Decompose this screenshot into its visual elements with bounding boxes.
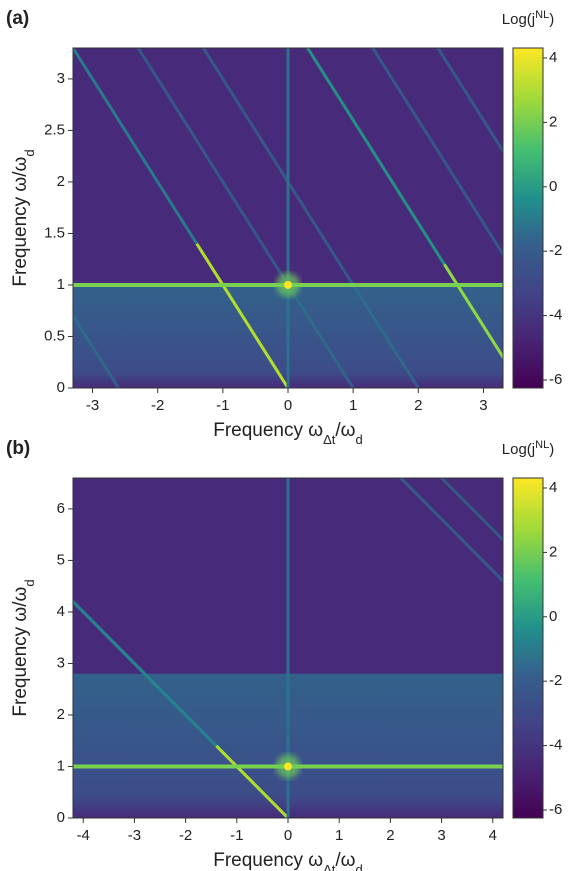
x-tick-label: -2 bbox=[179, 827, 192, 844]
colorbar-tick-label: 4 bbox=[549, 49, 557, 66]
panel-label: (a) bbox=[6, 8, 29, 29]
heatmap-streak bbox=[136, 48, 355, 388]
colorbar-label: Log(jNL) bbox=[502, 439, 554, 458]
y-axis-label: Frequency ω/ωd bbox=[10, 579, 37, 716]
label-text: /ω bbox=[335, 420, 355, 441]
label-sub: Δt bbox=[323, 862, 336, 871]
label-text: ) bbox=[549, 11, 554, 28]
heatmap-streak bbox=[370, 48, 503, 257]
x-tick-label: 0 bbox=[284, 397, 292, 414]
y-tick-label: 3 bbox=[57, 654, 65, 671]
colorbar-tick-label: 0 bbox=[549, 608, 557, 625]
x-tick-label: -1 bbox=[216, 397, 229, 414]
heatmap-streak bbox=[201, 48, 420, 388]
label-text: Log(j bbox=[502, 441, 535, 458]
x-axis-label: Frequency ωΔt/ωd bbox=[213, 850, 363, 871]
colorbar-tick-label: 2 bbox=[549, 113, 557, 130]
panel: (a) -3 -2 -1 0 1 2 3 0 0.5 1 1.5 2 2.5 3 Frequency ωΔt/… bbox=[6, 8, 562, 447]
y-tick-label: 4 bbox=[57, 603, 65, 620]
colorbar-tick-label: -4 bbox=[549, 737, 562, 754]
heatmap-spot bbox=[284, 280, 292, 289]
heatmap-streak bbox=[215, 744, 290, 818]
y-tick-label: 3 bbox=[57, 70, 65, 87]
x-tick-label: 2 bbox=[414, 397, 422, 414]
x-tick-label: 0 bbox=[284, 827, 292, 844]
colorbar bbox=[512, 477, 544, 819]
label-text: Frequency ω/ω bbox=[10, 156, 31, 286]
heatmap-spot bbox=[284, 762, 292, 771]
y-tick-label: 5 bbox=[57, 551, 65, 568]
label-sub: Δt bbox=[323, 432, 336, 447]
heatmap-streak bbox=[195, 242, 290, 388]
colorbar-tick-label: -2 bbox=[549, 242, 562, 259]
heatmap bbox=[73, 478, 503, 818]
x-tick-label: -3 bbox=[128, 827, 141, 844]
y-tick-label: 1 bbox=[57, 276, 65, 293]
y-tick-label: 0 bbox=[57, 809, 65, 826]
y-tick-label: 1 bbox=[57, 757, 65, 774]
heatmap bbox=[73, 48, 503, 388]
x-axis-label: Frequency ωΔt/ωd bbox=[213, 420, 363, 447]
heatmap-streak bbox=[305, 48, 503, 360]
colorbar-tick-label: 0 bbox=[549, 178, 557, 195]
y-tick-label: 2.5 bbox=[44, 121, 65, 138]
label-sub: d bbox=[356, 862, 363, 871]
colorbar-tick-label: -4 bbox=[549, 307, 562, 324]
x-tick-label: 2 bbox=[386, 827, 394, 844]
colorbar-tick-label: 4 bbox=[549, 479, 557, 496]
y-tick-label: 2 bbox=[57, 706, 65, 723]
y-tick-label: 1.5 bbox=[44, 224, 65, 241]
label-sup: NL bbox=[535, 439, 549, 451]
label-text: Log(j bbox=[502, 11, 535, 28]
label-text: ) bbox=[549, 441, 554, 458]
colorbar bbox=[512, 47, 544, 389]
label-text: Frequency ω bbox=[213, 850, 323, 871]
label-text: Frequency ω/ω bbox=[10, 586, 31, 716]
label-text: /ω bbox=[335, 850, 355, 871]
x-tick-label: -2 bbox=[151, 397, 164, 414]
colorbar-tick-label: -6 bbox=[549, 801, 562, 818]
colorbar-tick-label: -2 bbox=[549, 672, 562, 689]
colorbar-tick-label: 2 bbox=[549, 543, 557, 560]
y-tick-label: 0.5 bbox=[44, 327, 65, 344]
label-sub: d bbox=[22, 149, 37, 156]
y-tick-label: 2 bbox=[57, 173, 65, 190]
x-tick-label: 1 bbox=[335, 827, 343, 844]
colorbar-tick-label: -6 bbox=[549, 371, 562, 388]
label-sup: NL bbox=[535, 9, 549, 21]
y-axis-label: Frequency ω/ωd bbox=[10, 149, 37, 286]
panel-label: (b) bbox=[6, 438, 30, 459]
x-tick-label: -4 bbox=[77, 827, 90, 844]
x-tick-label: -3 bbox=[86, 397, 99, 414]
colorbar-label: Log(jNL) bbox=[502, 9, 554, 28]
x-tick-label: 4 bbox=[489, 827, 497, 844]
heatmap-streak bbox=[73, 48, 290, 388]
label-sub: d bbox=[356, 432, 363, 447]
y-tick-label: 0 bbox=[57, 379, 65, 396]
x-tick-label: -1 bbox=[230, 827, 243, 844]
label-text: Frequency ω bbox=[213, 420, 323, 441]
heatmap-streak bbox=[73, 599, 290, 818]
x-tick-label: 1 bbox=[349, 397, 357, 414]
y-tick-label: 6 bbox=[57, 500, 65, 517]
x-tick-label: 3 bbox=[437, 827, 445, 844]
label-sub: d bbox=[22, 579, 37, 586]
x-tick-label: 3 bbox=[479, 397, 487, 414]
